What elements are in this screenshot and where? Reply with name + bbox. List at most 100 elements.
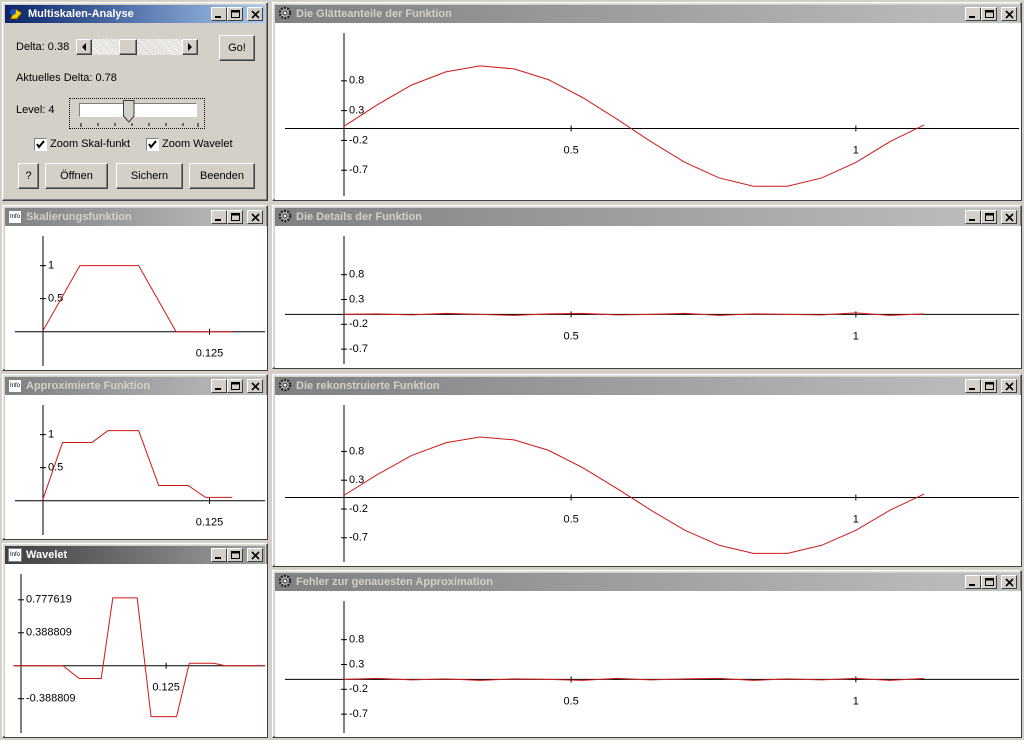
- window-max-button[interactable]: [981, 210, 997, 224]
- plot-area: 1 0.5 0.125: [5, 226, 267, 370]
- max-icon: [231, 10, 240, 18]
- window-min-button[interactable]: [211, 7, 227, 21]
- window-max-button[interactable]: [227, 379, 243, 393]
- y-tick-label: -0.7: [349, 343, 368, 355]
- min-icon: [215, 557, 221, 559]
- plot-area: 0.8 0.3 -0.2 -0.7 0.5 1: [275, 23, 1021, 200]
- plot-window: Fehler zur genauesten Approximation 0.8 0.…: [272, 570, 1022, 738]
- plot: 0.8 0.3 -0.2 -0.7 0.5 1: [285, 236, 1019, 364]
- title-bar: Fehler zur genauesten Approximation: [275, 573, 1019, 591]
- help-button[interactable]: ?: [18, 163, 39, 189]
- window-min-button[interactable]: [965, 575, 981, 589]
- window-max-button[interactable]: [227, 210, 243, 224]
- max-icon: [231, 213, 240, 221]
- title-bar: Multiskalen-Analyse: [5, 5, 265, 23]
- gear: [278, 209, 292, 222]
- window-close-button[interactable]: [247, 379, 263, 393]
- save-button[interactable]: Sichern: [116, 163, 183, 189]
- window-max-button[interactable]: [981, 7, 997, 21]
- window-min-button[interactable]: [211, 210, 227, 224]
- exit-button[interactable]: Beenden: [189, 163, 255, 189]
- app-icon: [9, 8, 23, 20]
- current-delta: Aktuelles Delta: 0.78: [16, 72, 117, 84]
- level-slider[interactable]: [69, 98, 205, 129]
- min-icon: [215, 388, 221, 390]
- plot-area: 0.8 0.3 -0.2 -0.7 0.5 1: [275, 591, 1021, 737]
- window-min-button[interactable]: [211, 379, 227, 393]
- window-close-button[interactable]: [1001, 7, 1017, 21]
- y-tick-label: 0.777619: [26, 594, 72, 606]
- title-bar: Info Approximierte Funktion: [5, 377, 265, 395]
- plot-window: Info Approximierte Funktion 1 0.5 0.125: [2, 374, 268, 540]
- info-icon: Info: [8, 379, 22, 393]
- x-tick-label: 0.5: [563, 144, 578, 156]
- checkbox[interactable]: [146, 138, 159, 151]
- curve: [343, 312, 925, 316]
- window-close-button[interactable]: [1001, 210, 1017, 224]
- y-tick-label: -0.388809: [26, 693, 76, 705]
- go-button[interactable]: Go!: [219, 35, 255, 61]
- min-icon: [215, 16, 221, 18]
- y-tick-label: 1: [48, 260, 54, 272]
- gear-icon: [278, 574, 292, 591]
- min-icon: [969, 219, 975, 221]
- max-icon: [231, 551, 240, 559]
- plot-window: Die rekonstruierte Funktion 0.8 0.3 -0.2 -0.…: [272, 374, 1022, 567]
- plot: 0.777619 0.388809 -0.388809 0.125: [13, 574, 265, 733]
- close-icon: [1005, 382, 1014, 391]
- window-min-button[interactable]: [211, 548, 227, 562]
- checkbox-label: Zoom Skal-funkt: [50, 138, 131, 150]
- close-icon: [1005, 10, 1014, 19]
- close-icon: [1005, 213, 1014, 222]
- window-title: Skalierungsfunktion: [26, 211, 132, 223]
- y-tick-label: -0.7: [349, 708, 368, 720]
- window-min-button[interactable]: [965, 379, 981, 393]
- open-button[interactable]: Öffnen: [45, 163, 108, 189]
- y-tick-label: -0.2: [349, 683, 368, 695]
- plot: 0.8 0.3 -0.2 -0.7 0.5 1: [285, 405, 1019, 562]
- y-tick-label: -0.2: [349, 318, 368, 330]
- y-tick-label: 0.3: [349, 293, 364, 305]
- x-tick-label: 1: [853, 330, 859, 342]
- y-tick-label: 0.3: [349, 105, 364, 117]
- y-tick-label: -0.7: [349, 164, 368, 176]
- window-max-button[interactable]: [227, 7, 243, 21]
- window-max-button[interactable]: [981, 379, 997, 393]
- close-icon: [251, 382, 260, 391]
- window-close-button[interactable]: [247, 7, 263, 21]
- scroll-thumb[interactable]: [119, 39, 137, 55]
- x-tick-label: 0.5: [563, 330, 578, 342]
- scroll-left[interactable]: [76, 39, 92, 55]
- window-min-button[interactable]: [965, 210, 981, 224]
- window-close-button[interactable]: [1001, 575, 1017, 589]
- window-title: Multiskalen-Analyse: [28, 8, 134, 20]
- window-max-button[interactable]: [227, 548, 243, 562]
- plot-window: Die Details der Funktion 0.8 0.3 -0.2 -0.7 0.…: [272, 205, 1022, 369]
- x-tick-label: 0.5: [563, 513, 578, 525]
- window-min-button[interactable]: [965, 7, 981, 21]
- window-max-button[interactable]: [981, 575, 997, 589]
- delta-scrollbar[interactable]: [76, 39, 198, 55]
- window-close-button[interactable]: [247, 210, 263, 224]
- gear: [278, 378, 292, 391]
- window-title: Wavelet: [26, 549, 68, 561]
- plot: 0.8 0.3 -0.2 -0.7 0.5 1: [285, 601, 1019, 733]
- window-close-button[interactable]: [1001, 379, 1017, 393]
- max-icon: [985, 578, 994, 586]
- plot-area: 0.777619 0.388809 -0.388809 0.125: [5, 564, 267, 737]
- curve: [343, 677, 925, 681]
- plot: 1 0.5 0.125: [15, 405, 265, 535]
- curve: [41, 430, 233, 501]
- window-title: Die Glätteanteile der Funktion: [296, 8, 452, 20]
- min-icon: [969, 584, 975, 586]
- checkbox[interactable]: [34, 138, 47, 151]
- title-bar: Info Skalierungsfunktion: [5, 208, 265, 226]
- window-title: Approximierte Funktion: [26, 380, 151, 392]
- info-icon: Info: [8, 548, 22, 562]
- window-close-button[interactable]: [247, 548, 263, 562]
- level-label: Level: 4: [16, 104, 55, 116]
- slider-thumb[interactable]: [123, 100, 135, 124]
- scroll-right[interactable]: [182, 39, 198, 55]
- curve: [343, 436, 925, 554]
